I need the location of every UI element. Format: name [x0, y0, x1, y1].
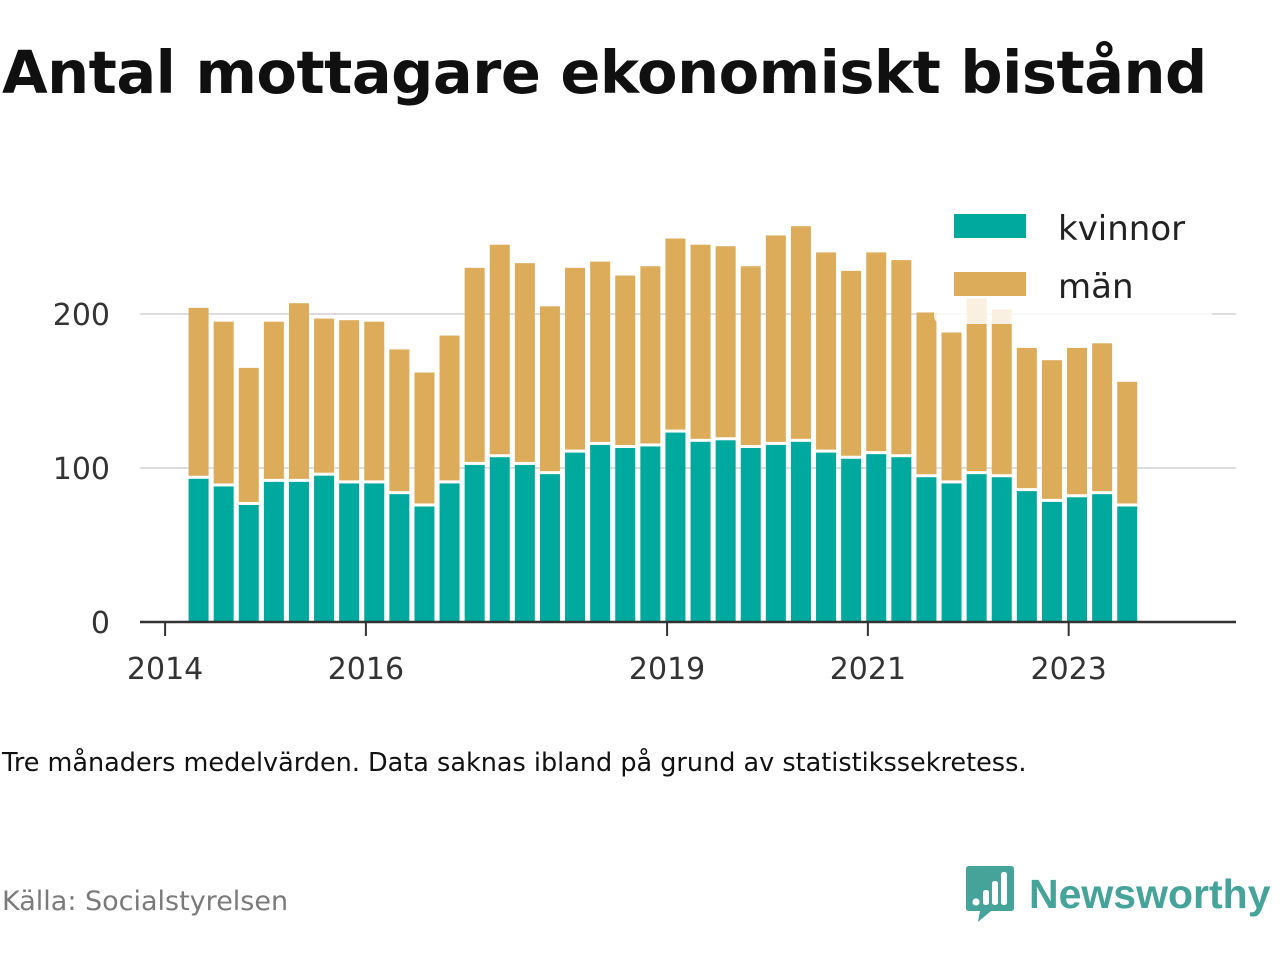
bar-kvinnor: [765, 444, 786, 622]
bar-man: [1041, 360, 1062, 499]
bar-man: [640, 266, 661, 444]
bar-kvinnor: [539, 474, 560, 622]
bar-kvinnor: [514, 464, 535, 622]
bar-man: [364, 321, 385, 481]
bar-kvinnor: [364, 483, 385, 622]
bar-man: [816, 252, 837, 450]
bar-man: [539, 306, 560, 472]
bar-kvinnor: [665, 432, 686, 622]
legend-swatch: [954, 214, 1026, 238]
bar-kvinnor: [1016, 491, 1037, 622]
bar-kvinnor: [740, 447, 761, 622]
bar-kvinnor: [790, 441, 811, 622]
bar-man: [514, 263, 535, 462]
bar-kvinnor: [238, 504, 259, 622]
bar-man: [891, 260, 912, 455]
brand-name: Newsworthy: [1029, 870, 1271, 917]
bar-man: [916, 312, 937, 475]
bar-kvinnor: [1117, 506, 1138, 622]
bar-man: [439, 335, 460, 481]
bar-man: [866, 252, 887, 452]
bar-man: [288, 303, 309, 479]
bar-kvinnor: [1067, 497, 1088, 622]
legend-label: kvinnor: [1058, 209, 1185, 249]
bar-man: [690, 244, 711, 439]
bar-kvinnor: [263, 481, 284, 622]
bar-kvinnor: [690, 441, 711, 622]
newsworthy-logo-icon: [966, 866, 1014, 922]
y-axis: 0 100 200: [53, 298, 110, 641]
bar-kvinnor: [941, 483, 962, 622]
bar-kvinnor: [966, 474, 987, 622]
bar-man: [1067, 347, 1088, 495]
bar-kvinnor: [991, 477, 1012, 622]
chart-title: Antal mottagare ekonomiskt bistånd: [2, 38, 1207, 107]
bar-man: [1016, 347, 1037, 489]
newsworthy-logo[interactable]: Newsworthy: [965, 864, 1271, 924]
bar-man: [790, 226, 811, 439]
bar-kvinnor: [816, 452, 837, 622]
bar-man: [188, 307, 209, 476]
bar-man: [339, 320, 360, 481]
bar-man: [765, 235, 786, 442]
y-tick-label: 200: [53, 298, 110, 333]
bar-man: [665, 238, 686, 430]
bars: [188, 226, 1138, 622]
x-axis: 2014 2016 2019 2021 2023: [127, 620, 1236, 687]
bar-kvinnor: [715, 440, 736, 622]
bar-kvinnor: [339, 483, 360, 622]
chart-note: Tre månaders medelvärden. Data saknas ib…: [2, 748, 1027, 778]
bar-man: [414, 372, 435, 504]
source-label: Källa: Socialstyrelsen: [2, 886, 289, 917]
bar-kvinnor: [1092, 494, 1113, 622]
bar-man: [1117, 381, 1138, 504]
bar-man: [565, 267, 586, 450]
bar-kvinnor: [615, 447, 636, 622]
bar-man: [464, 267, 485, 462]
bar-kvinnor: [489, 457, 510, 622]
bar-man: [389, 349, 410, 492]
x-tick-label: 2014: [127, 652, 203, 687]
bar-kvinnor: [389, 494, 410, 622]
bar-man: [966, 298, 987, 472]
bar-kvinnor: [891, 457, 912, 622]
bar-man: [615, 275, 636, 445]
bar-kvinnor: [464, 464, 485, 622]
bar-man: [489, 244, 510, 455]
bar-kvinnor: [640, 446, 661, 622]
legend-swatch: [954, 272, 1026, 296]
bar-kvinnor: [565, 452, 586, 622]
bar-man: [715, 246, 736, 438]
bar-man: [314, 318, 335, 473]
bar-kvinnor: [414, 506, 435, 622]
x-tick-label: 2016: [328, 652, 404, 687]
bar-man: [263, 321, 284, 479]
bar-kvinnor: [866, 454, 887, 622]
bar-man: [590, 261, 611, 442]
legend: kvinnor män: [934, 200, 1212, 324]
bar-man: [740, 266, 761, 445]
y-tick-label: 100: [53, 452, 110, 487]
bar-kvinnor: [314, 475, 335, 622]
bar-kvinnor: [288, 481, 309, 622]
y-tick-label: 0: [91, 606, 110, 641]
bar-man: [1092, 343, 1113, 492]
bar-kvinnor: [916, 477, 937, 622]
legend-label: män: [1058, 267, 1134, 307]
bar-chart: 0 100 200 2014 2016 2019 2021 2023 kvinnor män: [52, 200, 1236, 687]
bar-kvinnor: [1041, 501, 1062, 622]
bar-man: [841, 270, 862, 456]
bar-kvinnor: [213, 486, 234, 622]
bar-kvinnor: [188, 478, 209, 622]
bar-kvinnor: [439, 483, 460, 622]
x-tick-label: 2019: [629, 652, 705, 687]
bar-kvinnor: [590, 444, 611, 622]
bar-kvinnor: [841, 458, 862, 622]
bar-man: [991, 309, 1012, 475]
x-tick-label: 2021: [830, 652, 906, 687]
bar-man: [941, 332, 962, 481]
x-tick-label: 2023: [1030, 652, 1106, 687]
bar-man: [213, 321, 234, 484]
bar-man: [238, 367, 259, 502]
